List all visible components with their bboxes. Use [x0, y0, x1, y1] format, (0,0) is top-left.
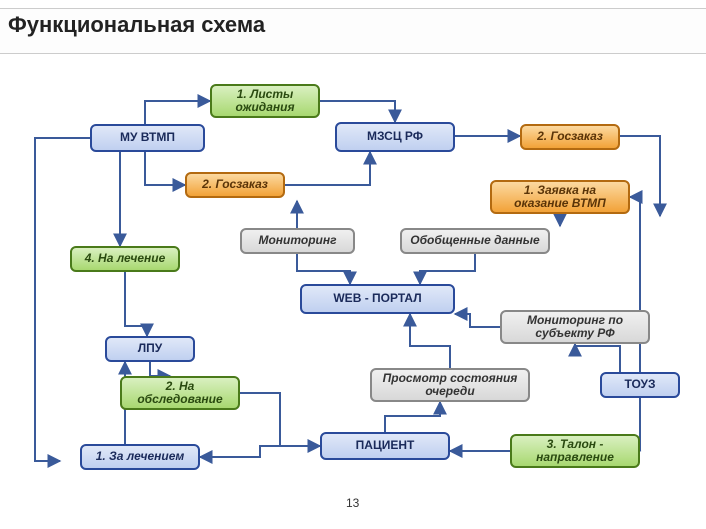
node-goszakaz_r: 2. Госзаказ: [520, 124, 620, 150]
node-lpu: ЛПУ: [105, 336, 195, 362]
edge-e_lech_lpu: [125, 272, 147, 336]
node-mon_subj: Мониторинг по субъекту РФ: [500, 310, 650, 344]
edge-e_mu_listy: [145, 101, 210, 124]
edge-e_lpu_obsled: [150, 362, 170, 376]
node-obobsh: Обобщенные данные: [400, 228, 550, 254]
node-prosmotr: Просмотр состояния очереди: [370, 368, 530, 402]
node-web_portal: WEB - ПОРТАЛ: [300, 284, 455, 314]
edge-e_mu_farleft: [35, 138, 90, 461]
edge-e_gosl_mzsc: [285, 152, 370, 185]
node-za_lech: 1. За лечением: [80, 444, 200, 470]
page-title: Функциональная схема: [8, 12, 265, 38]
edge-e_touz_zay: [630, 197, 640, 372]
node-mu_vtmp: МУ ВТМП: [90, 124, 205, 152]
node-na_lechenie: 4. На лечение: [70, 246, 180, 272]
edge-e_listy_mzsc: [320, 101, 395, 122]
node-listy: 1. Листы ожидания: [210, 84, 320, 118]
node-talon: 3. Талон - направление: [510, 434, 640, 468]
edge-e_pat_za: [200, 446, 320, 457]
edge-e_mu_gosl: [145, 152, 185, 185]
node-patient: ПАЦИЕНТ: [320, 432, 450, 460]
node-monitoring: Мониторинг: [240, 228, 355, 254]
node-touz: ТОУЗ: [600, 372, 680, 398]
node-mzsc_rf: МЗСЦ РФ: [335, 122, 455, 152]
edge-e_monsub_web: [455, 314, 500, 327]
edge-e_monit_web: [297, 254, 350, 284]
node-zayavka: 1. Заявка на оказание ВТМП: [490, 180, 630, 214]
node-na_obsled: 2. На обследование: [120, 376, 240, 410]
edge-e_obsled_pat: [240, 393, 320, 446]
edge-e_prosmotr_web: [410, 314, 450, 368]
diagram-canvas: 1. Листы ожиданияМУ ВТМП МЗСЦ РФ 2. Госзак…: [0, 56, 706, 516]
edge-e_obob_web: [420, 254, 475, 284]
node-goszakaz_l: 2. Госзаказ: [185, 172, 285, 198]
edge-e_touz_monsub: [575, 344, 620, 372]
edge-e_pat_prosmotr: [385, 402, 440, 432]
